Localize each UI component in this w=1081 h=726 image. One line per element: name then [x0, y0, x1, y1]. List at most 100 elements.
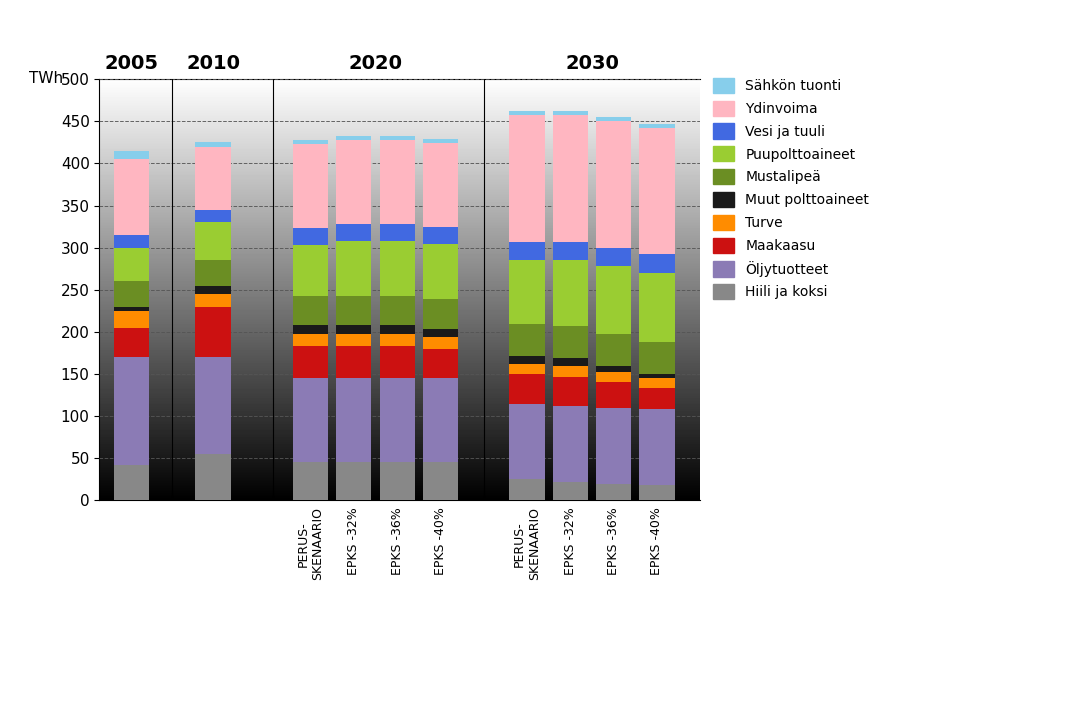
Bar [115, 465, 149, 500]
Bar [423, 139, 458, 143]
Bar [196, 222, 230, 261]
Bar [196, 306, 230, 357]
Bar [596, 266, 631, 334]
Bar [293, 325, 329, 334]
Bar [196, 142, 230, 147]
Bar [423, 329, 458, 337]
Bar [509, 374, 545, 404]
Bar [293, 245, 329, 295]
Bar [293, 144, 329, 228]
Bar [379, 346, 415, 378]
Bar [552, 326, 588, 358]
Bar [293, 295, 329, 325]
Y-axis label: TWh: TWh [29, 71, 64, 86]
Bar [552, 406, 588, 482]
Bar [293, 378, 329, 462]
Bar [293, 140, 329, 144]
Bar [423, 299, 458, 329]
Bar [596, 372, 631, 383]
Legend: Sähkön tuonti, Ydinvoima, Vesi ja tuuli, Puupolttoaineet, Mustalipeä, Muut poltt: Sähkön tuonti, Ydinvoima, Vesi ja tuuli,… [713, 78, 869, 299]
Bar [509, 356, 545, 364]
Bar [293, 346, 329, 378]
Bar [639, 374, 675, 378]
Bar [196, 357, 230, 454]
Bar [293, 462, 329, 500]
Bar [379, 241, 415, 295]
Bar [336, 462, 372, 500]
Bar [115, 327, 149, 357]
Bar [596, 248, 631, 266]
Text: 2010: 2010 [186, 54, 240, 73]
Bar [509, 404, 545, 479]
Bar [596, 121, 631, 248]
Bar [509, 261, 545, 324]
Bar [336, 334, 372, 346]
Bar [115, 306, 149, 311]
Bar [552, 242, 588, 261]
Text: 2030: 2030 [565, 54, 619, 73]
Bar [552, 115, 588, 242]
Bar [423, 337, 458, 348]
Bar [552, 111, 588, 115]
Bar [115, 159, 149, 235]
Bar [196, 261, 230, 285]
Bar [379, 224, 415, 241]
Bar [423, 227, 458, 245]
Bar [509, 364, 545, 374]
Bar [115, 248, 149, 282]
Bar [639, 254, 675, 273]
Bar [336, 224, 372, 241]
Bar [379, 136, 415, 140]
Bar [509, 324, 545, 356]
Bar [639, 342, 675, 374]
Bar [379, 462, 415, 500]
Bar [293, 228, 329, 245]
Bar [379, 295, 415, 325]
Text: 2005: 2005 [105, 54, 159, 73]
Bar [596, 334, 631, 366]
Bar [552, 482, 588, 500]
Bar [639, 124, 675, 128]
Bar [552, 358, 588, 367]
Bar [379, 378, 415, 462]
Bar [336, 241, 372, 295]
Bar [336, 136, 372, 140]
Bar [423, 245, 458, 299]
Bar [552, 367, 588, 377]
Bar [196, 294, 230, 306]
Bar [423, 143, 458, 227]
Bar [552, 377, 588, 406]
Bar [423, 378, 458, 462]
Bar [596, 484, 631, 500]
Bar [596, 383, 631, 408]
Bar [639, 388, 675, 409]
Bar [423, 462, 458, 500]
Bar [115, 311, 149, 327]
Bar [115, 282, 149, 306]
Bar [115, 357, 149, 465]
Bar [509, 479, 545, 500]
Bar [293, 334, 329, 346]
Bar [115, 151, 149, 159]
Bar [336, 346, 372, 378]
Bar [423, 348, 458, 378]
Bar [639, 273, 675, 342]
Bar [639, 485, 675, 500]
Bar [639, 128, 675, 254]
Bar [336, 140, 372, 224]
Bar [379, 334, 415, 346]
Bar [336, 295, 372, 325]
Bar [336, 325, 372, 334]
Bar [639, 409, 675, 485]
Bar [596, 117, 631, 121]
Bar [509, 115, 545, 242]
Bar [196, 285, 230, 294]
Bar [196, 454, 230, 500]
Bar [196, 147, 230, 210]
Bar [552, 261, 588, 326]
Bar [336, 378, 372, 462]
Bar [196, 210, 230, 222]
Bar [379, 325, 415, 334]
Bar [596, 408, 631, 484]
Bar [509, 242, 545, 261]
